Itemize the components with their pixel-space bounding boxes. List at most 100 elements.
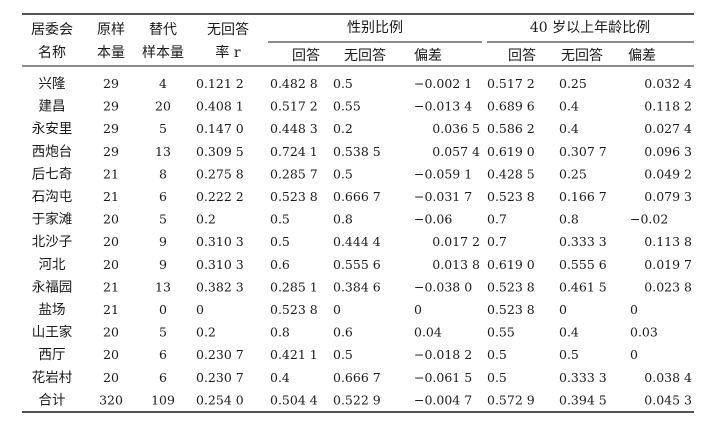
cell-sex-bias: 0.017 2 bbox=[432, 234, 480, 249]
cell-nonresponse-rate: 0.230 7 bbox=[196, 370, 244, 385]
cell-sex-nonresponse: 0.666 7 bbox=[333, 370, 381, 385]
table-row: 西厅 20 6 0.230 7 0.421 1 0.5 −0.018 2 0.5 0.5 0 bbox=[39, 347, 639, 363]
col-header-nonresponse-l2: 率 r bbox=[215, 44, 240, 61]
sub-header-age-nonresponse: 无回答 bbox=[561, 47, 603, 64]
cell-sex-response: 0.523 8 bbox=[270, 189, 318, 204]
cell-original-sample: 20 bbox=[103, 257, 119, 272]
cell-committee-name: 于家滩 bbox=[32, 211, 73, 228]
cell-substitute-sample: 8 bbox=[159, 166, 167, 181]
cell-age-response: 0.5 bbox=[487, 347, 507, 362]
cell-sex-response: 0.5 bbox=[270, 212, 290, 227]
cell-age-response: 0.7 bbox=[487, 212, 507, 227]
cell-age-response: 0.619 0 bbox=[487, 257, 535, 272]
cell-original-sample: 21 bbox=[103, 279, 119, 294]
table-row: 石沟屯 21 6 0.222 2 0.523 8 0.666 7 −0.031 7 0.523… bbox=[32, 189, 692, 205]
cell-original-sample: 21 bbox=[103, 302, 119, 317]
cell-nonresponse-rate: 0.382 3 bbox=[196, 279, 244, 294]
cell-age-bias: 0.027 4 bbox=[644, 121, 692, 136]
cell-age-nonresponse: 0 bbox=[559, 302, 567, 317]
cell-substitute-sample: 109 bbox=[151, 392, 175, 407]
col-header-orig-sample-l2: 本量 bbox=[97, 45, 125, 61]
cell-substitute-sample: 9 bbox=[159, 234, 167, 249]
cell-substitute-sample: 13 bbox=[155, 279, 171, 294]
cell-sex-response: 0.8 bbox=[270, 325, 290, 340]
cell-age-nonresponse: 0.4 bbox=[559, 99, 579, 114]
cell-sex-response: 0.504 4 bbox=[270, 392, 318, 407]
cell-original-sample: 20 bbox=[103, 370, 119, 385]
cell-sex-bias: −0.06 bbox=[414, 212, 452, 227]
table-row: 后七奇 21 8 0.275 8 0.285 7 0.5 −0.059 1 0.428 5 0.… bbox=[32, 165, 692, 182]
cell-age-nonresponse: 0.25 bbox=[559, 76, 587, 91]
sub-header-sex-response: 回答 bbox=[292, 47, 320, 64]
cell-committee-name: 建昌 bbox=[39, 99, 66, 115]
cell-original-sample: 20 bbox=[103, 234, 119, 249]
cell-sex-bias: 0.036 5 bbox=[432, 121, 480, 136]
cell-age-bias: 0 bbox=[630, 347, 638, 362]
col-header-orig-sample-l1: 原样 bbox=[97, 22, 125, 38]
cell-sex-bias: 0.057 4 bbox=[432, 144, 480, 159]
table-row: 于家滩 20 5 0.2 0.5 0.8 −0.06 0.7 0.8 −0.02 bbox=[32, 211, 669, 228]
cell-age-bias: 0.038 4 bbox=[644, 370, 692, 385]
cell-age-bias: 0.03 bbox=[630, 325, 658, 340]
col-header-sub-sample-l2: 样本量 bbox=[142, 45, 184, 61]
cell-sex-bias: −0.031 7 bbox=[414, 189, 472, 204]
cell-original-sample: 20 bbox=[103, 347, 119, 362]
cell-nonresponse-rate: 0.147 0 bbox=[196, 121, 244, 136]
cell-sex-bias: −0.038 0 bbox=[414, 279, 472, 294]
cell-age-bias: 0.019 7 bbox=[644, 257, 692, 272]
cell-age-bias: 0.096 3 bbox=[644, 144, 692, 159]
cell-age-bias: 0.113 8 bbox=[644, 234, 692, 249]
cell-sex-response: 0.4 bbox=[270, 370, 290, 385]
cell-age-response: 0.428 5 bbox=[487, 166, 535, 181]
sub-header-age-response: 回答 bbox=[508, 47, 536, 64]
cell-committee-name: 北沙子 bbox=[32, 234, 73, 250]
cell-age-nonresponse: 0.333 3 bbox=[559, 370, 607, 385]
cell-original-sample: 21 bbox=[103, 189, 119, 204]
cell-committee-name: 后七奇 bbox=[32, 165, 73, 182]
cell-committee-name: 山王家 bbox=[32, 324, 73, 341]
cell-nonresponse-rate: 0.121 2 bbox=[196, 76, 244, 91]
cell-sex-response: 0.421 1 bbox=[270, 347, 318, 362]
cell-nonresponse-rate: 0.309 5 bbox=[196, 144, 244, 159]
sub-header-sex-nonresponse: 无回答 bbox=[344, 47, 386, 64]
cell-age-nonresponse: 0.25 bbox=[559, 166, 587, 181]
col-header-nonresponse-l1: 无回答 bbox=[207, 21, 249, 38]
cell-sex-bias: 0.04 bbox=[414, 325, 442, 340]
cell-nonresponse-rate: 0.254 0 bbox=[196, 392, 244, 407]
cell-age-nonresponse: 0.4 bbox=[559, 121, 579, 136]
cell-age-nonresponse: 0.166 7 bbox=[559, 189, 607, 204]
cell-age-bias: 0 bbox=[630, 302, 638, 317]
cell-age-response: 0.5 bbox=[487, 370, 507, 385]
cell-original-sample: 20 bbox=[103, 212, 119, 227]
cell-age-nonresponse: 0.4 bbox=[559, 325, 579, 340]
cell-age-response: 0.572 9 bbox=[487, 392, 535, 407]
cell-sex-response: 0.517 2 bbox=[270, 99, 318, 114]
cell-substitute-sample: 9 bbox=[159, 257, 167, 272]
cell-nonresponse-rate: 0.2 bbox=[196, 325, 216, 340]
table-row: 永安里 29 5 0.147 0 0.448 3 0.2 0.036 5 0.586 2 0.4… bbox=[32, 121, 692, 137]
cell-age-nonresponse: 0.5 bbox=[559, 347, 579, 362]
cell-nonresponse-rate: 0.408 1 bbox=[196, 99, 244, 114]
cell-sex-response: 0.285 1 bbox=[270, 279, 318, 294]
cell-sex-nonresponse: 0.538 5 bbox=[333, 144, 381, 159]
cell-sex-bias: −0.004 7 bbox=[414, 392, 472, 407]
cell-age-nonresponse: 0.461 5 bbox=[559, 279, 607, 294]
cell-age-bias: 0.079 3 bbox=[644, 189, 692, 204]
cell-original-sample: 21 bbox=[103, 166, 119, 181]
cell-original-sample: 29 bbox=[103, 144, 119, 159]
cell-substitute-sample: 4 bbox=[159, 76, 167, 91]
cell-age-response: 0.586 2 bbox=[487, 121, 535, 136]
cell-age-response: 0.523 8 bbox=[487, 302, 535, 317]
cell-age-nonresponse: 0.333 3 bbox=[559, 234, 607, 249]
cell-original-sample: 320 bbox=[99, 392, 123, 407]
cell-age-bias: 0.023 8 bbox=[644, 279, 692, 294]
cell-nonresponse-rate: 0.230 7 bbox=[196, 347, 244, 362]
cell-sex-bias: −0.002 1 bbox=[414, 76, 472, 91]
cell-committee-name: 兴隆 bbox=[39, 76, 66, 92]
cell-sex-nonresponse: 0.6 bbox=[333, 325, 353, 340]
cell-age-bias: 0.049 2 bbox=[644, 166, 692, 181]
cell-committee-name: 石沟屯 bbox=[32, 189, 73, 205]
cell-age-response: 0.523 8 bbox=[487, 279, 535, 294]
col-header-sub-sample-l1: 替代 bbox=[149, 22, 177, 38]
